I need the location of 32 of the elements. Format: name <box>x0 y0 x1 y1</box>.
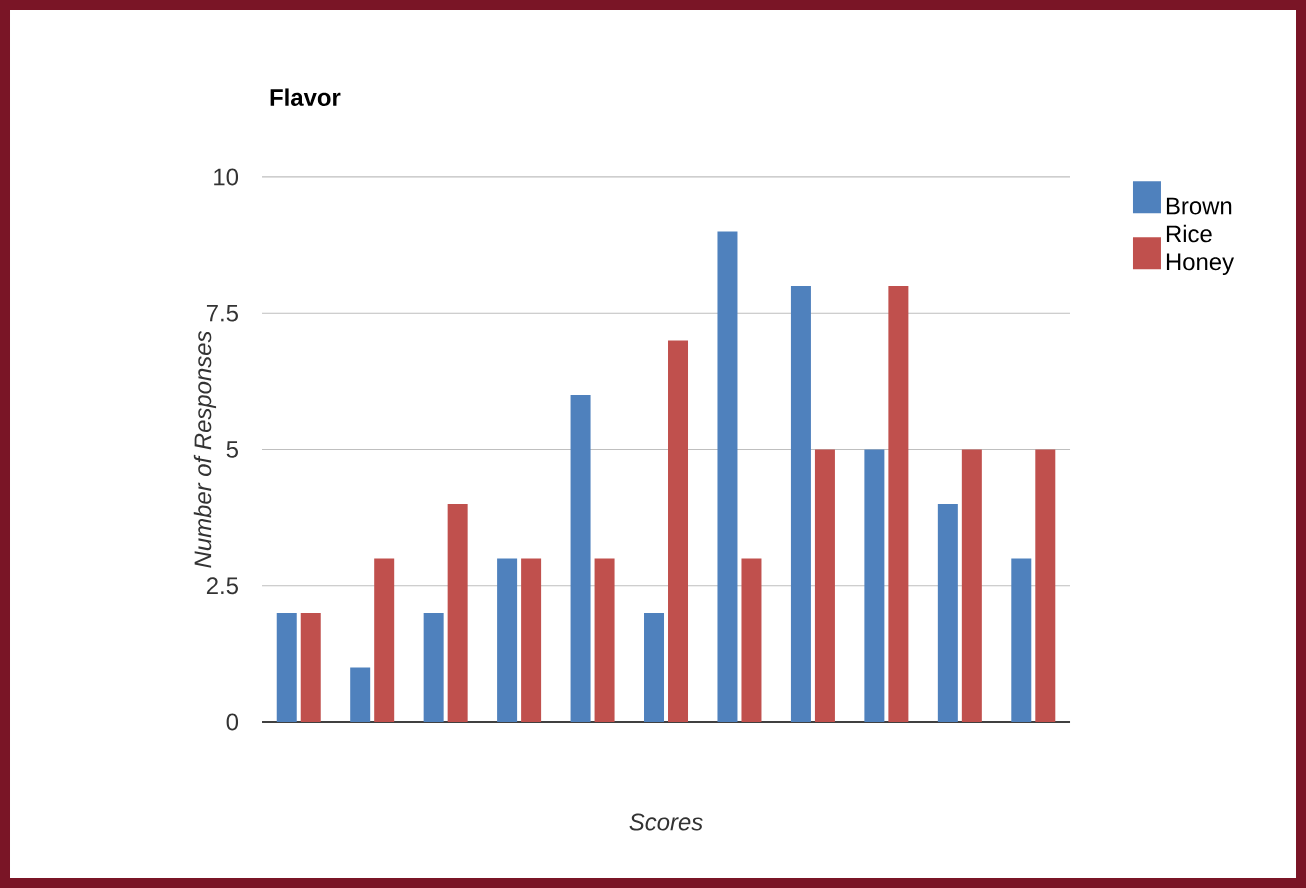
chart-title: Flavor <box>270 88 341 106</box>
bar <box>961 449 982 722</box>
bar <box>374 558 395 722</box>
bar <box>447 503 468 722</box>
y-tick-label: 2.5 <box>206 577 238 595</box>
bar <box>423 612 444 722</box>
bar <box>594 558 615 722</box>
x-axis-title: Scores <box>629 813 703 831</box>
y-tick-label: 0 <box>226 713 239 731</box>
legend-label: Honey <box>1166 253 1235 276</box>
legend-label: Brown Rice <box>1166 197 1232 243</box>
y-tick-label: 5 <box>226 441 238 458</box>
y-tick-label: 7.5 <box>206 304 238 322</box>
bar <box>790 285 811 722</box>
bar <box>888 285 909 722</box>
bar <box>1035 449 1056 722</box>
bar <box>741 558 762 722</box>
bar <box>1011 558 1032 722</box>
bar <box>644 612 665 722</box>
bar <box>668 340 689 722</box>
bar <box>937 503 958 722</box>
bar <box>717 231 738 722</box>
bar <box>300 612 321 722</box>
bar <box>864 449 885 722</box>
bar <box>521 558 542 722</box>
bar <box>350 667 371 722</box>
bar <box>814 449 835 722</box>
y-axis-title: Number of Responses <box>193 331 217 568</box>
bar <box>497 558 518 722</box>
y-tick-label: 10 <box>214 168 239 186</box>
bar <box>570 394 591 722</box>
bar <box>276 612 297 722</box>
